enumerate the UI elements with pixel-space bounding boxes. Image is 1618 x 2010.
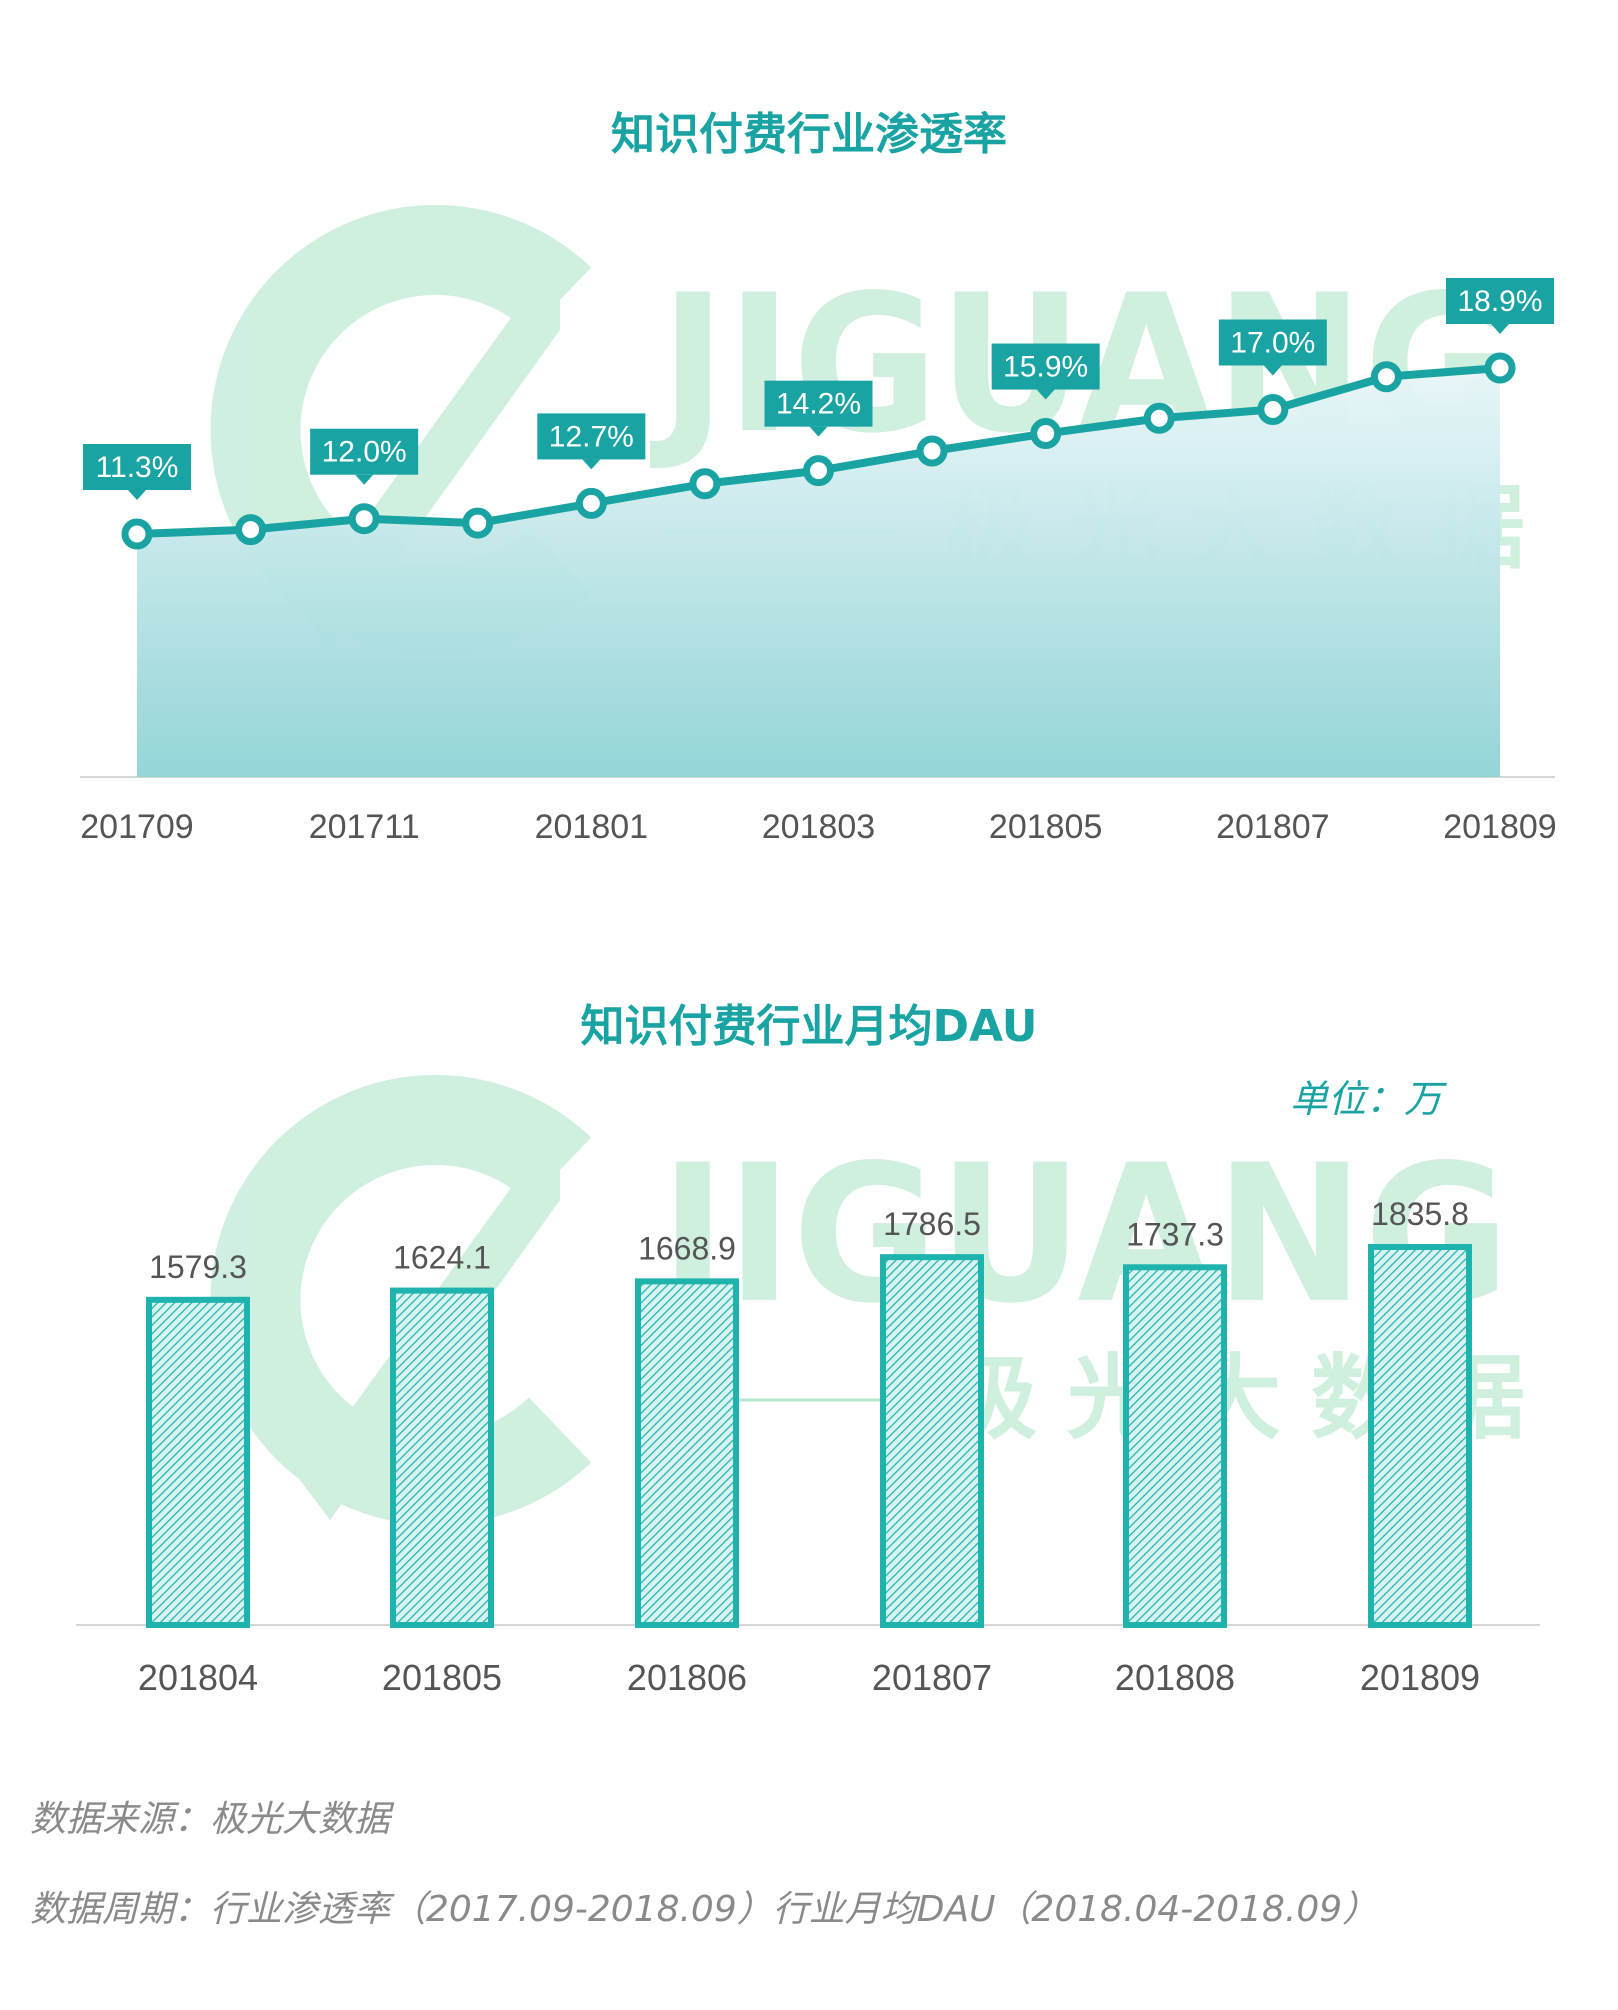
bar: [390, 1287, 494, 1629]
x-tick-label: 201809: [1360, 1657, 1480, 1698]
bar-value-label: 1624.1: [393, 1240, 491, 1276]
bar-value-label: 1786.5: [883, 1206, 981, 1242]
data-label-box: [991, 343, 1100, 390]
data-label: 18.9%: [1457, 285, 1542, 318]
data-label-box: [1446, 278, 1554, 324]
data-label-pointer: [128, 490, 146, 500]
data-label-badge: 15.9%: [991, 343, 1100, 400]
bar-value-label: 1737.3: [1126, 1216, 1224, 1252]
footer-source: 数据来源：极光大数据: [30, 1799, 391, 1840]
data-label-pointer: [1491, 324, 1509, 334]
bar: [1123, 1264, 1227, 1628]
data-point: [575, 487, 607, 519]
dau-chart-title: 知识付费行业月均DAU: [580, 1001, 1038, 1052]
bar-value-label: 1579.3: [149, 1249, 247, 1285]
data-label-pointer: [1263, 365, 1282, 376]
x-tick-label: 201803: [762, 808, 875, 846]
x-tick-label: 201809: [1443, 808, 1556, 846]
x-tick-label: 201807: [872, 1657, 992, 1698]
bar-value-label: 1835.8: [1371, 1196, 1469, 1232]
dau-bar-chart: 1579.3 201804 1624.1 201805 1668.9 201806 1786…: [76, 1196, 1540, 1698]
data-label-badge: 12.0%: [310, 428, 419, 485]
data-label: 12.7%: [549, 420, 634, 453]
data-label-box: [764, 380, 873, 427]
data-label-box: [310, 428, 419, 475]
bar: [1368, 1244, 1472, 1628]
data-label: 15.9%: [1003, 351, 1088, 384]
data-label: 11.3%: [96, 451, 179, 484]
data-label-badge: 18.9%: [1446, 278, 1554, 334]
x-tick-label: 201806: [627, 1657, 747, 1698]
data-point: [689, 468, 721, 500]
data-label-badge: 17.0%: [1218, 319, 1327, 376]
x-tick-label: 201807: [1216, 808, 1329, 846]
x-tick-label: 201808: [1115, 1657, 1235, 1698]
data-label-box: [1218, 319, 1327, 366]
penetration-area-chart: 11.3% 12.0% 12.7% 14.2% 15.9% 17.0% 18.9% 20170…: [80, 278, 1557, 846]
data-label-badge: 11.3%: [83, 444, 191, 500]
x-tick-label: 201711: [309, 808, 420, 846]
data-point: [1143, 402, 1175, 434]
data-label: 14.2%: [776, 388, 861, 421]
x-tick-label: 201805: [989, 808, 1102, 846]
footer-period: 数据周期：行业渗透率（2017.09-2018.09）行业月均DAU（2018.…: [30, 1889, 1379, 1930]
data-point: [803, 455, 834, 487]
x-tick-label: 201805: [382, 1657, 502, 1698]
x-tick-label: 201801: [535, 808, 648, 846]
data-label: 17.0%: [1230, 327, 1315, 360]
data-label: 12.0%: [322, 436, 407, 469]
data-point: [1030, 418, 1062, 450]
data-point: [1370, 361, 1402, 393]
bar: [146, 1296, 250, 1628]
data-point: [462, 507, 494, 539]
data-label-pointer: [809, 426, 828, 437]
data-point: [235, 514, 267, 546]
data-point: [1257, 394, 1289, 425]
data-label-pointer: [355, 474, 374, 485]
x-tick-label: 201804: [138, 1657, 258, 1698]
data-label-pointer: [1036, 389, 1055, 400]
bar: [635, 1278, 739, 1628]
x-tick-label: 201709: [80, 808, 193, 846]
penetration-chart-title: 知识付费行业渗透率: [611, 109, 1007, 160]
area-fill: [137, 368, 1500, 777]
data-point: [1484, 352, 1516, 384]
data-point: [348, 503, 380, 535]
data-label-box: [537, 413, 646, 460]
data-label-badge: 14.2%: [764, 380, 873, 437]
data-point: [916, 435, 948, 467]
data-label-badge: 12.7%: [537, 413, 646, 470]
bar: [880, 1254, 984, 1629]
data-label-box: [83, 444, 191, 490]
data-point: [121, 518, 153, 550]
bar-value-label: 1668.9: [638, 1230, 736, 1266]
watermark-brand-text: JIGUANG: [650, 1124, 1510, 1345]
unit-label: 单位：万: [1290, 1077, 1443, 1121]
data-label-pointer: [582, 459, 601, 470]
